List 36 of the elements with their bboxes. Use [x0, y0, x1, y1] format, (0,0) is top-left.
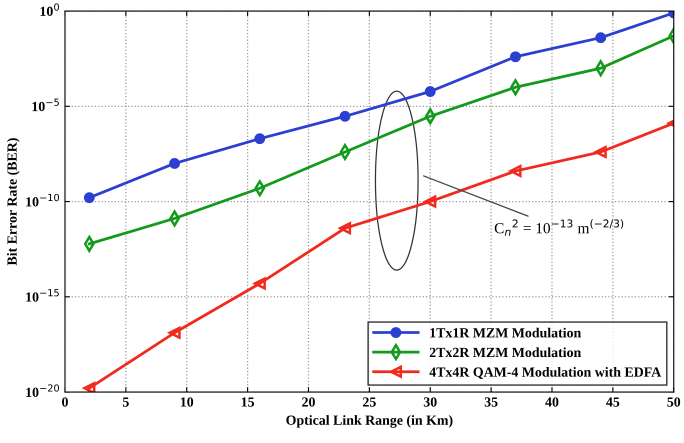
x-tick-label: 40: [545, 397, 558, 407]
point: [84, 192, 95, 204]
point: [424, 195, 436, 208]
point: [168, 326, 181, 339]
x-tick-label: 25: [363, 397, 376, 407]
x-tick-label: 10: [180, 397, 194, 407]
legend-label: 2Tx2R MZM Modulation: [430, 347, 582, 358]
y-tick-label: 10$^{−5}$: [32, 98, 59, 112]
x-tick-label: 5: [122, 397, 129, 407]
x-tick-label: 45: [606, 397, 620, 407]
x-tick-label: 0: [62, 397, 68, 407]
y-tick-label: 10$^{−20}$: [26, 384, 60, 397]
x-tick-label: 20: [302, 397, 315, 407]
x-axis-title: Optical Link Range (in Km): [286, 415, 452, 428]
point: [424, 86, 436, 97]
point: [338, 222, 352, 234]
legend-label: 4Tx4R QAM-4 Modulation with EDFA: [429, 366, 662, 379]
x-tick-label: 15: [242, 397, 254, 407]
point: [83, 382, 96, 392]
annotation: C$_{n}$$^{2}$ = 10$^{−13}$ m$^{(−2/3)}$: [494, 219, 624, 236]
point: [509, 164, 522, 178]
x-tick-label: 30: [424, 397, 437, 407]
legend-label: 1Tx1R MZM Modulation: [430, 328, 582, 338]
point: [254, 277, 266, 290]
y-tick-label: 10$^{−10}$: [26, 194, 60, 207]
point: [340, 110, 350, 122]
point: [594, 146, 607, 158]
point: [510, 51, 521, 62]
y-tick-label: 10$^{0}$: [40, 3, 59, 16]
point: [254, 133, 266, 144]
x-tick-label: 35: [484, 397, 498, 407]
y-axis-title: Bit Error Rate (BER): [6, 138, 20, 266]
x-tick-label: 50: [667, 397, 680, 407]
y-tick-label: 10$^{−15}$: [26, 289, 59, 302]
point: [595, 32, 606, 44]
point: [169, 158, 180, 169]
